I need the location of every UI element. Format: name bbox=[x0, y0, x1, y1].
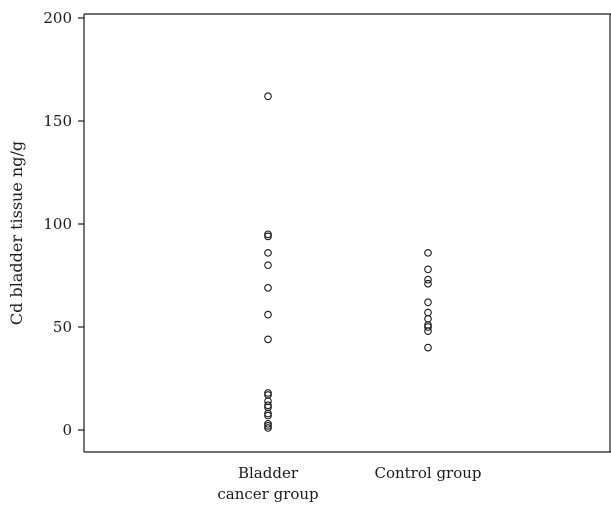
y-tick-label: 0 bbox=[62, 421, 72, 439]
plot-frame bbox=[83, 13, 611, 453]
y-tick-label: 50 bbox=[53, 318, 72, 336]
data-point bbox=[264, 411, 272, 420]
data-point bbox=[264, 92, 272, 101]
y-tick-label: 100 bbox=[43, 215, 72, 233]
data-points bbox=[264, 92, 432, 432]
y-tick-label: 200 bbox=[43, 9, 72, 27]
data-point bbox=[264, 409, 272, 418]
data-point bbox=[424, 308, 432, 317]
y-axis-ticks: 0 50 100 150 200 bbox=[43, 9, 84, 439]
x-category-label: Bladder bbox=[238, 464, 299, 482]
data-point bbox=[264, 230, 272, 239]
data-point bbox=[264, 389, 272, 397]
data-point bbox=[264, 422, 272, 430]
data-point bbox=[424, 343, 432, 352]
data-point bbox=[424, 265, 432, 274]
data-point bbox=[264, 310, 272, 319]
data-point bbox=[424, 275, 432, 284]
data-point bbox=[264, 261, 272, 270]
data-point bbox=[264, 401, 272, 410]
y-axis-title: Cd bladder tissue ng/g bbox=[7, 141, 26, 325]
x-category-label: Control group bbox=[374, 464, 481, 482]
y-tick-label: 150 bbox=[43, 112, 72, 130]
data-point bbox=[424, 248, 432, 257]
data-point bbox=[264, 335, 272, 344]
data-point bbox=[264, 248, 272, 257]
data-point bbox=[424, 323, 432, 331]
data-point bbox=[264, 419, 272, 428]
data-point bbox=[424, 327, 432, 335]
data-point bbox=[424, 279, 432, 288]
data-point bbox=[424, 314, 432, 323]
data-point bbox=[264, 232, 272, 241]
data-point bbox=[264, 424, 272, 432]
x-category-label: cancer group bbox=[217, 485, 318, 503]
data-point bbox=[264, 284, 272, 292]
x-category-labels: Bladder cancer group Control group bbox=[217, 464, 481, 503]
data-point bbox=[424, 298, 432, 307]
